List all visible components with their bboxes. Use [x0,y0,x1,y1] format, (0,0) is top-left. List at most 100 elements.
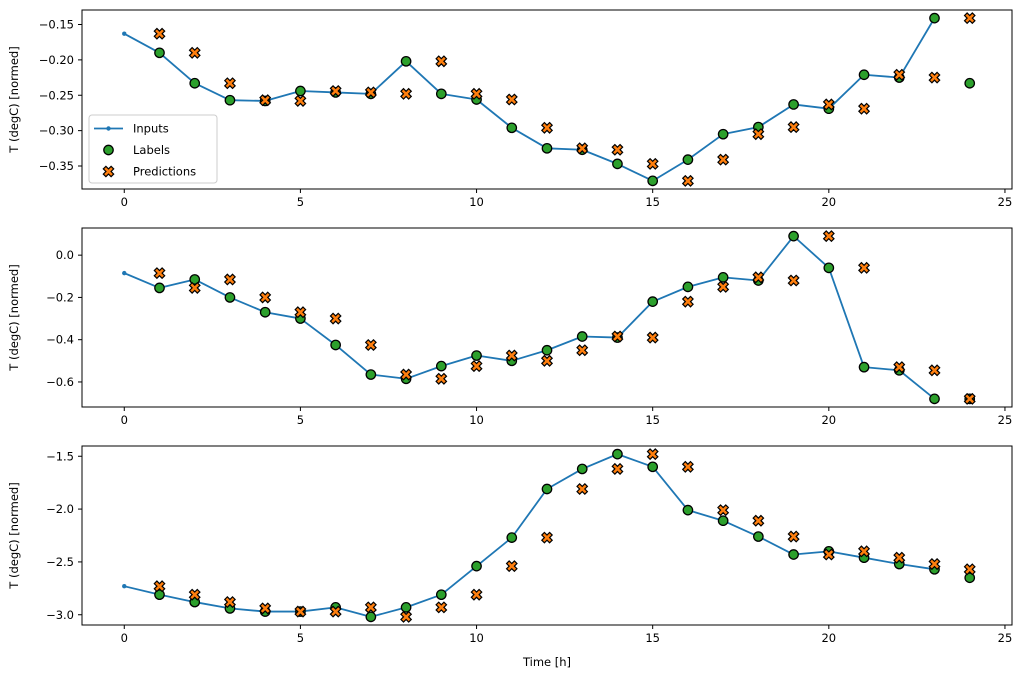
x-axis-tick-label: 10 [469,195,484,209]
prediction-marker [717,280,730,293]
x-axis-tick-label: 0 [121,195,128,209]
prediction-marker [752,128,765,141]
label-marker [823,262,835,274]
prediction-marker [400,87,413,100]
prediction-marker [822,230,835,243]
prediction-marker [646,157,659,170]
prediction-marker [611,143,624,156]
prediction-marker [400,368,413,381]
label-marker [576,331,588,342]
label-marker [541,142,553,154]
prediction-marker [646,448,659,461]
prediction-marker [752,271,765,284]
label-marker [788,549,799,560]
label-marker [612,448,623,460]
prediction-marker [329,605,342,618]
label-marker [154,47,165,59]
legend-entry-label: Predictions [133,165,196,179]
label-marker [189,77,201,89]
label-marker [717,271,729,283]
input-point-marker [122,31,127,36]
prediction-marker [540,354,554,367]
legend-entry-label: Inputs [133,122,169,136]
y-axis-label: T (degC) [normed] [7,482,21,589]
prediction-marker [294,306,307,319]
subplot-3: 0 5 10 15 20 25 −1.5 −2.0 −2.5 −3.0 T (degC) [norm… [7,445,1013,669]
prediction-marker [858,102,871,115]
prediction-marker [752,514,765,527]
legend: Inputs Labels Predictions [88,114,218,184]
x-axis-tick-label: 10 [469,631,484,645]
y-axis-tick-label: −0.30 [39,124,74,138]
label-marker [506,122,518,134]
prediction-marker [364,86,377,99]
subplot-2: 0 5 10 15 20 25 0.0 −0.2 −0.4 −0.6 T (degC) [norme… [7,227,1013,427]
axes-frame [81,445,1013,626]
prediction-marker [576,142,589,155]
label-marker [788,230,799,242]
prediction-marker [717,504,730,517]
prediction-marker [153,580,166,593]
prediction-marker [329,84,342,98]
label-marker [682,154,694,165]
y-axis-tick-label: −0.20 [39,53,74,67]
axes-frame [81,9,1013,190]
prediction-marker [540,531,554,544]
label-marker [788,99,799,110]
label-marker [400,601,412,613]
label-marker [647,175,659,187]
label-marker [471,560,482,572]
label-marker [295,85,306,97]
prediction-marker [259,291,272,304]
label-marker [365,369,377,380]
label-marker [154,589,165,601]
legend-entry-label: Labels [133,143,170,157]
label-marker [964,77,976,89]
prediction-marker [188,46,201,59]
label-marker [435,589,447,601]
y-axis-tick-label: −0.4 [46,333,74,347]
prediction-marker [505,93,518,106]
label-marker [330,339,341,351]
legend-predictions-marker [102,165,115,178]
prediction-marker [893,361,906,374]
label-marker [682,504,694,516]
label-marker [612,158,623,170]
prediction-marker [611,330,624,343]
prediction-marker [540,121,554,134]
prediction-marker [858,261,871,274]
x-axis-tick-label: 5 [297,631,304,645]
prediction-marker [822,98,835,111]
y-axis-label: T (degC) [normed] [7,264,21,371]
prediction-marker [681,460,694,473]
x-axis-tick-label: 10 [469,413,484,427]
prediction-marker [329,312,342,325]
x-axis-tick-label: 20 [821,195,836,209]
label-marker [753,531,764,542]
y-axis-tick-label: −0.35 [39,159,74,173]
axes-frame [81,227,1013,408]
x-axis-tick-label: 20 [821,413,836,427]
prediction-marker [505,560,518,573]
label-marker [541,344,553,356]
y-axis-tick-label: −2.0 [46,502,74,516]
prediction-marker [364,601,377,614]
prediction-marker [822,548,835,561]
x-axis-tick-label: 15 [645,413,660,427]
subplot-1: 0 5 10 15 20 25 −0.15 −0.20 −0.25 −0.30 −0.35 T (de… [7,9,1013,209]
y-axis-tick-label: −0.2 [46,290,74,304]
x-axis-tick-label: 15 [645,631,660,645]
label-marker [154,282,165,294]
prediction-marker [681,295,694,308]
prediction-marker [928,71,941,84]
prediction-marker [435,601,448,614]
input-point-marker [122,584,127,589]
prediction-marker [294,94,307,107]
prediction-marker [223,596,236,609]
label-marker [400,55,412,67]
label-marker [647,461,659,473]
y-axis-tick-label: −1.5 [46,449,74,463]
x-axis-tick-label: 0 [121,631,128,645]
label-marker [471,350,482,361]
